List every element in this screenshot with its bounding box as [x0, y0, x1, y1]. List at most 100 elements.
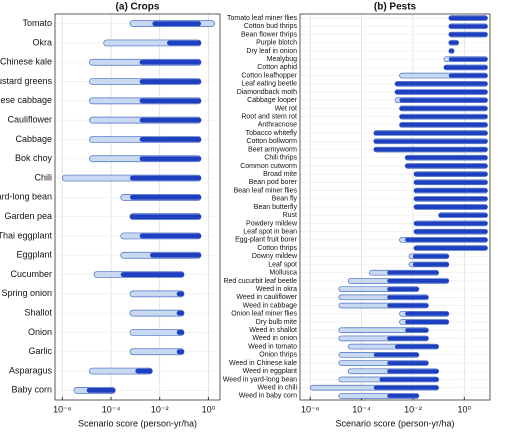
category-label: Thai eggplant: [0, 230, 52, 240]
category-label: Chili thrips: [264, 155, 297, 162]
core-bar: [387, 336, 429, 341]
core-bar: [387, 393, 419, 398]
panel-title: (a) Crops: [116, 2, 160, 13]
category-label: Powdery mildew: [246, 220, 298, 227]
core-bar: [412, 262, 449, 267]
core-bar: [387, 278, 449, 283]
category-label: Cotton leafhopper: [241, 72, 297, 79]
category-label: Purple blotch: [256, 40, 297, 47]
core-bar: [414, 180, 488, 185]
core-bar: [176, 330, 185, 335]
category-label: Yard-long bean: [0, 192, 52, 202]
core-bar: [448, 73, 488, 78]
core-bar: [405, 163, 488, 168]
core-bar: [405, 155, 488, 160]
category-label: Cotton bud thrips: [244, 23, 298, 30]
category-label: Diamondback moth: [237, 89, 297, 96]
category-label: Beet armyworm: [248, 146, 297, 153]
category-label: Weed in chili: [257, 385, 297, 392]
core-bar: [399, 106, 488, 111]
category-label: Tomato leaf miner flies: [227, 15, 298, 22]
category-label: Cotton thrips: [257, 245, 297, 252]
category-label: Weed in eggplant: [243, 368, 297, 375]
x-tick-label: 10⁰: [458, 404, 472, 414]
core-bar: [405, 237, 488, 242]
category-label: Common cutworm: [240, 163, 297, 170]
x-axis-label: Scenario score (person-yr/ha): [78, 418, 197, 428]
core-bar: [387, 369, 439, 374]
category-label: Tobacco whitefly: [246, 130, 298, 137]
category-label: Broad mite: [263, 171, 297, 178]
core-bar: [414, 172, 488, 177]
range-bar: [129, 329, 185, 336]
core-bar: [448, 48, 455, 53]
core-bar: [139, 98, 202, 104]
core-bar: [176, 291, 185, 297]
x-tick-label: 10⁻⁶: [301, 404, 320, 414]
range-bar: [129, 290, 185, 298]
category-label: Bean butterfly: [254, 204, 298, 211]
category-label: Okra: [32, 37, 52, 47]
category-label: Weed in cauliflower: [236, 294, 297, 301]
category-label: Spring onion: [1, 288, 52, 298]
core-bar: [395, 90, 488, 94]
range-bar: [129, 309, 185, 317]
category-label: Root and stem rot: [241, 114, 297, 121]
core-bar: [395, 344, 439, 349]
category-label: Chinese kale: [0, 57, 52, 67]
core-bar: [414, 196, 488, 201]
core-bar: [414, 229, 488, 234]
core-bar: [387, 287, 419, 292]
core-bar: [120, 272, 185, 277]
category-label: Asparagus: [9, 365, 53, 375]
core-bar: [448, 40, 459, 45]
core-bar: [399, 122, 488, 127]
core-bar: [387, 303, 429, 308]
core-bar: [373, 139, 488, 144]
plot-frame: [299, 13, 491, 401]
category-label: Garden pea: [4, 211, 52, 221]
category-label: Egg-plant fruit borer: [235, 237, 298, 244]
core-bar: [448, 16, 488, 21]
range-bar: [129, 348, 185, 356]
core-bar: [412, 254, 449, 259]
category-label: Weed in okra: [256, 286, 297, 293]
category-label: Cucumber: [10, 269, 52, 279]
category-label: Mollusca: [269, 270, 297, 277]
category-label: Bean pod borer: [249, 179, 298, 186]
category-label: Weed in onion: [252, 335, 297, 342]
x-tick-label: 10⁰: [202, 404, 216, 414]
core-bar: [438, 213, 488, 218]
core-bar: [387, 295, 429, 300]
x-tick-label: 10⁻⁴: [352, 404, 371, 414]
core-bar: [139, 233, 202, 239]
core-bar: [152, 21, 202, 27]
core-bar: [448, 57, 488, 62]
core-bar: [387, 361, 429, 366]
core-bar: [395, 81, 488, 86]
category-label: Cotton aphid: [257, 64, 297, 71]
core-bar: [373, 385, 439, 390]
panel-title: (b) Pests: [374, 2, 417, 13]
category-label: Cabbage looper: [247, 97, 297, 104]
core-bar: [405, 328, 429, 333]
core-bar: [414, 221, 488, 226]
category-label: Cauliflower: [7, 115, 52, 125]
core-bar: [139, 79, 202, 84]
category-label: Chili: [34, 172, 52, 182]
category-label: Downy mildew: [252, 253, 298, 260]
x-tick-label: 10⁻⁴: [102, 404, 121, 414]
category-label: Leaf spot in bean: [243, 228, 297, 235]
category-label: Weed in tomato: [248, 343, 297, 350]
x-tick-label: 10⁻²: [151, 404, 169, 414]
core-bar: [448, 32, 488, 37]
core-bar: [373, 131, 488, 136]
category-label: Dry leaf in onion: [246, 48, 297, 55]
core-bar: [387, 270, 439, 275]
core-bar: [373, 352, 419, 357]
category-label: Red cucurbit leaf beetle: [223, 278, 297, 285]
core-bar: [135, 368, 153, 374]
category-label: Onion: [28, 327, 52, 337]
core-bar: [129, 194, 202, 200]
